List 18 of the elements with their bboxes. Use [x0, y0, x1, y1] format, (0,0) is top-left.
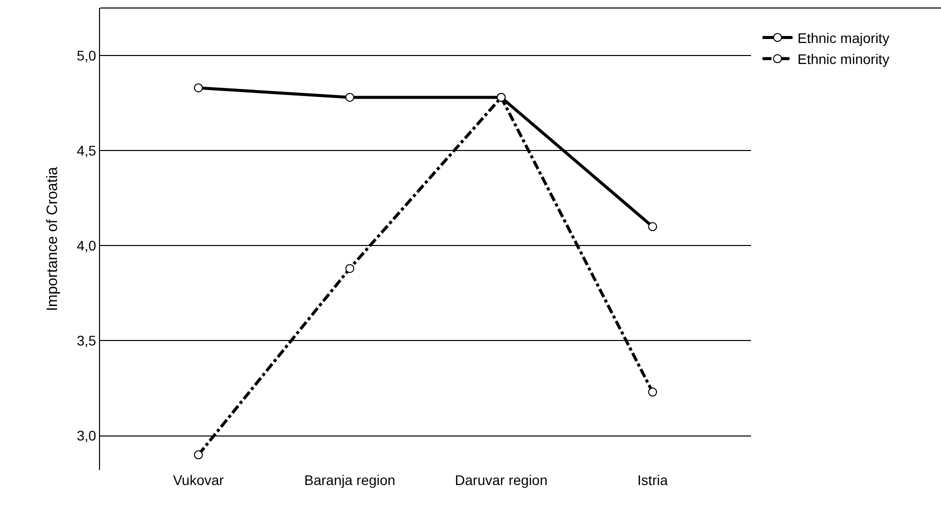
y-axis-title: Importance of Croatia — [44, 166, 61, 312]
x-tick-label: Istria — [637, 472, 668, 488]
point — [194, 83, 203, 92]
legend-label: Ethnic minority — [798, 51, 890, 68]
point — [194, 450, 203, 460]
point — [648, 388, 658, 397]
point — [345, 264, 354, 273]
x-tick-label: Vukovar — [172, 472, 224, 488]
x-tick-label: Daruvar region — [454, 472, 548, 488]
legend-label: Ethnic majority — [798, 30, 890, 46]
y-tick-label: 3,0 — [76, 428, 96, 444]
point — [648, 222, 658, 232]
y-tick-label: 4,5 — [76, 142, 96, 158]
y-tick-label: 5,0 — [76, 47, 96, 64]
y-tick-label: 4,0 — [76, 238, 96, 254]
x-tick-label: Baranja region — [304, 472, 396, 488]
y-tick-label: 3,5 — [76, 332, 96, 349]
point — [345, 92, 354, 102]
